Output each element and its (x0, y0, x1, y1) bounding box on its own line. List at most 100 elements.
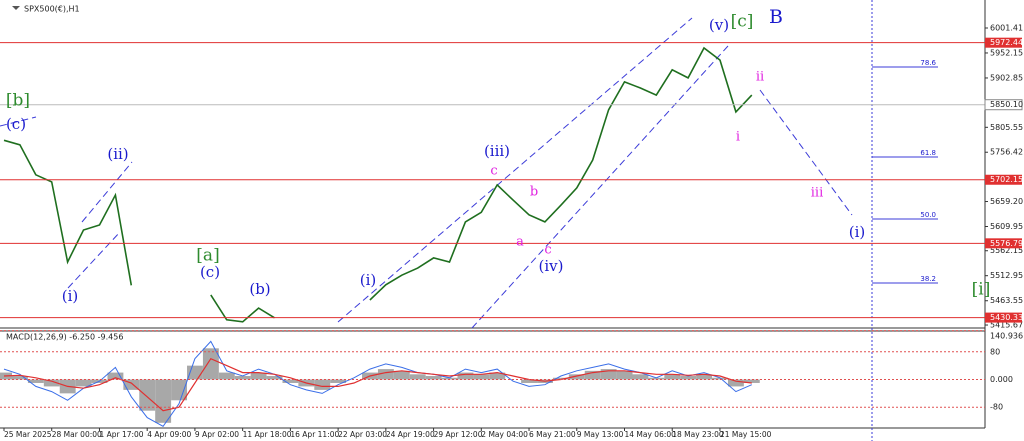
y-tick-label: 140.936 (990, 332, 1023, 341)
y-tick-label: 0.000 (990, 375, 1013, 384)
x-tick-label: 6 May 21:00 (529, 430, 576, 439)
wave-label: [i] (972, 280, 991, 300)
wave-label: [c] (731, 12, 754, 32)
histogram-bar (648, 377, 665, 380)
x-tick-label: 29 Apr 12:00 (434, 430, 483, 439)
wave-label: (iii) (484, 142, 510, 160)
histogram-bar (282, 379, 299, 383)
histogram-bar (425, 376, 442, 380)
x-tick-label: 1 Apr 17:00 (99, 430, 143, 439)
wave-label: (i) (849, 223, 866, 241)
wave-label: (c) (200, 263, 220, 281)
x-tick-label: 28 Mar 00:00 (52, 430, 102, 439)
y-tick-label: 5512.95 (990, 271, 1023, 280)
x-tick-label: 2 May 04:00 (481, 430, 528, 439)
menu-icon[interactable] (12, 6, 20, 10)
histogram-bar (27, 379, 44, 383)
histogram-bar (727, 379, 744, 387)
wave-label: (b) (249, 280, 270, 298)
macd-line (3, 340, 752, 427)
wave-label: (c) (6, 115, 26, 133)
wave-channels (0, 17, 853, 329)
level-label: 5430.33 (990, 313, 1023, 322)
x-tick-label: 4 Apr 09:00 (147, 430, 191, 439)
current-price-label: 5850.10 (990, 100, 1023, 109)
histogram-bar (139, 379, 156, 411)
histogram-bar (680, 376, 697, 380)
y-tick-label: 80 (990, 347, 1000, 356)
histogram-bar (552, 377, 569, 380)
histogram-bar (218, 372, 235, 380)
x-tick-label: 21 May 15:00 (720, 430, 772, 439)
histogram-bar (473, 374, 490, 380)
y-tick-label: 5952.15 (990, 48, 1023, 57)
level-label: 5972.44 (990, 38, 1023, 47)
histogram-bar (521, 379, 538, 383)
x-tick-label: 14 May 06:00 (624, 430, 676, 439)
fib-label: 50.0 (920, 211, 936, 219)
histogram-bar (250, 372, 267, 380)
x-tick-label: 24 Apr 19:00 (386, 430, 435, 439)
histogram-bar (664, 374, 681, 380)
wave-label: i (736, 130, 740, 145)
wave-label: B (769, 6, 783, 28)
fib-label: 38.2 (920, 275, 936, 283)
y-tick-label: 5463.55 (990, 296, 1023, 305)
histogram-bar (202, 348, 219, 380)
wave-label: b (530, 185, 538, 200)
y-tick-label: 5659.20 (990, 197, 1023, 206)
level-label: 5576.79 (990, 239, 1023, 248)
fib-label: 61.8 (920, 149, 936, 157)
histogram-bar (409, 374, 426, 380)
x-tick-label: 9 Apr 02:00 (195, 430, 239, 439)
price-plot (3, 46, 753, 323)
histogram-bar (441, 377, 458, 380)
wave-label: [a] (196, 246, 219, 266)
indicator-title: MACD(12,26,9) -6.250 -9.456 (6, 333, 123, 342)
histogram-bar (584, 370, 601, 380)
histogram-bar (171, 379, 188, 401)
level-box (985, 312, 1022, 323)
current-price-box (984, 99, 1023, 111)
y-tick-label: 5609.95 (990, 222, 1023, 231)
macd-plot (0, 340, 760, 427)
histogram-bar (377, 369, 394, 380)
histogram-bar (330, 379, 347, 383)
level-box (985, 37, 1022, 48)
wave-label: a (516, 235, 524, 250)
histogram-bar (457, 372, 474, 380)
histogram-bar (155, 379, 172, 423)
wave-label: (i) (360, 271, 377, 289)
wave-label: (ii) (107, 145, 128, 163)
histogram-bar (600, 369, 617, 380)
histogram-bar (712, 377, 728, 380)
x-tick-label: 9 May 13:00 (577, 430, 624, 439)
y-tick-label: 5562.15 (990, 246, 1023, 255)
histogram-bar (12, 376, 28, 380)
x-tick-label: 18 May 23:00 (672, 430, 724, 439)
histogram-bar (107, 372, 124, 380)
level-label: 5702.15 (990, 175, 1023, 184)
x-tick-label: 22 Apr 03:00 (338, 430, 387, 439)
level-box (985, 238, 1022, 249)
level-box (985, 174, 1022, 185)
histogram-bar (187, 365, 203, 380)
wave-label: iii (811, 186, 823, 201)
histogram-bar (43, 379, 60, 387)
histogram-bar (266, 376, 283, 380)
wave-label: (v) (709, 16, 729, 34)
histogram-bar (696, 374, 713, 380)
signal-line (3, 357, 752, 412)
histogram-bar (489, 372, 506, 380)
y-tick-label: -80 (990, 403, 1003, 412)
fib-label: 78.6 (920, 59, 936, 67)
x-tick-label: 25 Mar 2025 (4, 430, 52, 439)
wave-label: c (490, 164, 497, 179)
histogram-bar (616, 370, 633, 380)
wave-label: (iv) (539, 257, 564, 275)
x-tick-label: 11 Apr 18:00 (243, 430, 292, 439)
x-tick-label: 16 Apr 11:00 (290, 430, 339, 439)
histogram-bar (75, 379, 92, 387)
